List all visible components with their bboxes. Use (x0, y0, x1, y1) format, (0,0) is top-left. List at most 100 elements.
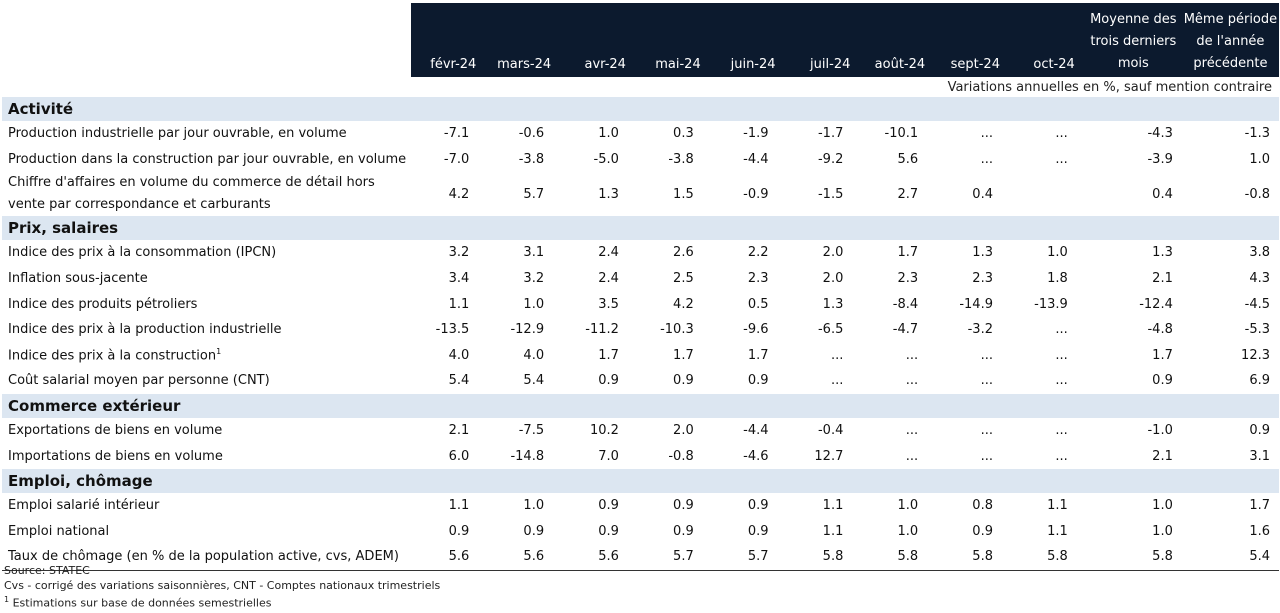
value-cell: 3.1 (523, 245, 545, 261)
value-cell: -4.4 (743, 423, 769, 439)
col-header: juin-24 (710, 3, 786, 77)
value-cell: -13.9 (1034, 296, 1068, 312)
value-cell: 2.2 (747, 245, 769, 261)
value-cell: -12.9 (510, 322, 545, 338)
table-row: Exportations de biens en volume 2.1 -7.5 10… (2, 418, 1279, 444)
value-cell: -7.5 (518, 423, 545, 439)
table-row: Indice des produits pétroliers 1.1 1.0 3.5 4… (2, 291, 1279, 317)
value-cell: 0.3 (673, 126, 694, 142)
footnote-1: 1 Estimations sur base de données semest… (4, 593, 440, 611)
table-row: Importations de biens en volume 6.0 -14.8 7… (2, 443, 1279, 469)
row-label: Importations de biens en volume (2, 443, 411, 469)
value-cell: 4.0 (523, 347, 545, 363)
row-label-text: Importations de biens en volume (8, 448, 223, 464)
value-cell: -5.3 (1244, 322, 1270, 338)
row-label: Production industrielle par jour ouvrabl… (2, 121, 411, 147)
col-header: août-24 (860, 3, 936, 77)
value-cell: 4.0 (448, 347, 470, 363)
value-cell: ... (980, 373, 993, 389)
table-row: Production industrielle par jour ouvrabl… (2, 121, 1279, 147)
value-cell: -3.8 (518, 151, 545, 167)
value-cell: 5.8 (935, 544, 1010, 571)
section-title: Commerce extérieur (2, 393, 1279, 418)
value-cell: ... (830, 373, 844, 389)
col-header: avr-24 (561, 3, 636, 77)
value-cell: 5.8 (785, 544, 861, 571)
value-cell: 5.8 (860, 544, 936, 571)
value-cell: ... (905, 423, 919, 439)
value-cell: -0.4 (817, 423, 844, 439)
value-cell: -4.8 (1147, 322, 1173, 338)
value-cell: -14.9 (959, 296, 993, 312)
value-cell: -10.1 (884, 126, 919, 142)
value-cell: -3.9 (1147, 151, 1173, 167)
value-cell: 3.1 (1249, 448, 1270, 464)
value-cell: -12.4 (1139, 296, 1173, 312)
row-label: Emploi salarié intérieur (2, 493, 411, 519)
value-cell: -0.8 (1244, 186, 1270, 202)
col-header: mars-24 (486, 3, 562, 77)
value-cell: ... (1055, 373, 1068, 389)
table-body: Activité Production industrielle par jour… (2, 97, 1279, 571)
row-label-text: Emploi salarié intérieur (8, 498, 160, 514)
value-cell: 1.6 (1249, 523, 1270, 539)
value-cell: ... (1055, 448, 1068, 464)
value-cell (1010, 172, 1085, 216)
footnote-mark: 1 (4, 595, 10, 604)
value-cell: 0.5 (747, 296, 769, 312)
value-cell: 5.6 (897, 151, 919, 167)
value-cell: 1.7 (673, 347, 694, 363)
table-row: Indice des prix à la construction1 4.0 4.0… (2, 343, 1279, 369)
value-cell: 1.1 (448, 498, 470, 514)
value-cell: 2.0 (673, 423, 694, 439)
row-label-text: Emploi national (8, 523, 110, 539)
value-cell: -4.5 (1244, 296, 1270, 312)
value-cell: 1.1 (822, 523, 844, 539)
value-cell: 1.3 (822, 296, 844, 312)
footnote-text: Estimations sur base de données semestri… (9, 596, 272, 610)
value-cell: 1.7 (747, 347, 769, 363)
value-cell: 0.9 (1249, 423, 1270, 439)
value-cell: 0.9 (747, 498, 769, 514)
value-cell: 0.8 (972, 498, 993, 514)
value-cell: 5.8 (1009, 544, 1085, 571)
value-cell: 1.5 (673, 186, 694, 202)
value-cell: 1.7 (598, 347, 619, 363)
value-cell: 5.4 (523, 373, 545, 389)
value-cell: -4.3 (1147, 126, 1173, 142)
value-cell: -1.9 (743, 126, 769, 142)
value-cell: -1.0 (1147, 423, 1173, 439)
table-row: Taux de chômage (en % de la population a… (2, 544, 1279, 571)
value-cell: 0.9 (448, 523, 470, 539)
section-row: Prix, salaires (2, 216, 1279, 241)
row-label-text: Indice des prix à la production industri… (8, 322, 282, 338)
value-cell: 1.0 (523, 498, 545, 514)
value-cell: 2.0 (822, 271, 844, 287)
value-cell: -9.2 (817, 151, 844, 167)
value-cell: 2.1 (1152, 448, 1173, 464)
value-cell: -4.6 (743, 448, 769, 464)
value-cell: 1.3 (1152, 245, 1173, 261)
row-label: Indice des prix à la consommation (IPCN) (2, 240, 411, 266)
value-cell: 1.0 (523, 296, 545, 312)
value-cell: -5.0 (593, 151, 619, 167)
row-label: Coût salarial moyen par personne (CNT) (2, 368, 411, 394)
value-cell: ... (1055, 423, 1068, 439)
value-cell: 1.0 (1249, 151, 1270, 167)
row-label: Production dans la construction par jour… (2, 147, 411, 173)
value-cell: -9.6 (743, 322, 769, 338)
value-cell: ... (1055, 322, 1068, 338)
value-cell: ... (905, 373, 919, 389)
col-header-prev-year: Même période de l'année précédente (1181, 3, 1279, 77)
row-label: Indice des produits pétroliers (2, 291, 411, 317)
value-cell: 5.4 (448, 373, 470, 389)
value-cell: ... (905, 448, 919, 464)
table-row: Emploi national 0.9 0.9 0.9 0.9 0.9 1.1 1.0 0.9 1… (2, 519, 1279, 545)
value-cell: 0.9 (1152, 373, 1173, 389)
value-cell: ... (980, 151, 993, 167)
value-cell: 5.6 (561, 544, 636, 571)
col-header-avg: Moyenne des trois derniers mois (1084, 3, 1182, 77)
value-cell: 1.1 (822, 498, 844, 514)
value-cell: 0.4 (1152, 186, 1173, 202)
value-cell: 5.7 (710, 544, 786, 571)
